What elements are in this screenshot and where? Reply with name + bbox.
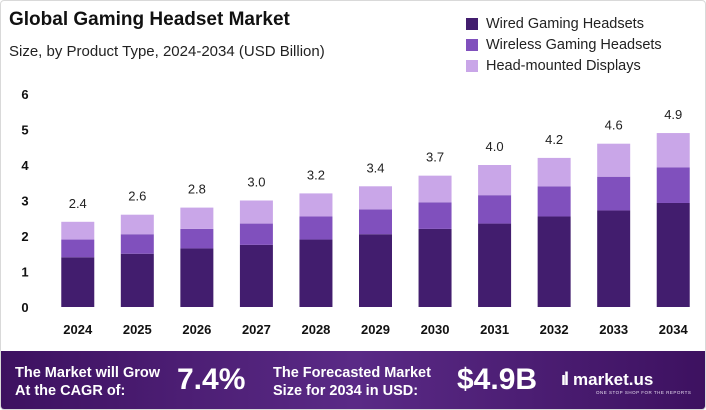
bar-total-label: 2.6	[128, 189, 146, 204]
y-tick-label: 6	[21, 87, 28, 102]
bar-segment-hmd-2028	[299, 193, 333, 217]
bar-segment-hmd-2029	[359, 186, 392, 210]
bar-segment-wireless-2031	[478, 195, 512, 224]
bar-total-label: 4.2	[545, 132, 563, 147]
legend-swatch-wired	[466, 17, 478, 30]
bar-segment-hmd-2033	[597, 143, 631, 177]
cagr-label-line2: At the CAGR of:	[15, 383, 126, 399]
market-us-logo-icon: ıl	[561, 369, 569, 389]
bar-segment-hmd-2032	[537, 157, 571, 187]
forecast-value: $4.9B	[457, 363, 538, 396]
x-tick-label: 2026	[182, 322, 211, 337]
x-tick-label: 2032	[540, 322, 569, 337]
forecast-label: The Forecasted Market Size for 2034 in U…	[273, 364, 431, 400]
bar-total-label: 2.4	[69, 196, 87, 211]
brand-name: market.us	[573, 369, 654, 389]
y-tick-label: 1	[21, 265, 28, 280]
y-tick-label: 5	[21, 123, 28, 138]
legend-swatch-hmd	[466, 59, 478, 72]
forecast-label-line2: Size for 2034 in USD:	[273, 383, 419, 399]
bar-segment-wired-2033	[597, 210, 631, 307]
bar-segment-wired-2027	[239, 244, 273, 307]
bar-segment-wired-2034	[656, 202, 690, 307]
bar-total-label: 3.2	[307, 167, 325, 182]
cagr-value: 7.4%	[177, 363, 246, 396]
x-tick-label: 2027	[242, 322, 271, 337]
legend-item-wireless: Wireless Gaming Headsets	[466, 34, 662, 55]
brand-tagline: ONE STOP SHOP FOR THE REPORTS	[596, 390, 692, 395]
bar-total-label: 3.7	[426, 150, 444, 165]
bar-segment-wired-2032	[537, 216, 571, 307]
bar-total-label: 3.0	[247, 175, 265, 190]
chart-subtitle: Size, by Product Type, 2024-2034 (USD Bi…	[9, 43, 325, 60]
x-tick-label: 2031	[480, 322, 509, 337]
brand-logo: ıl market.us	[561, 369, 653, 390]
bar-segment-hmd-2031	[478, 165, 512, 196]
bar-segment-wireless-2027	[239, 223, 273, 245]
bar-segment-wireless-2030	[418, 202, 452, 229]
legend-label-hmd: Head-mounted Displays	[486, 57, 641, 74]
y-tick-label: 3	[21, 194, 28, 209]
bar-segment-wireless-2024	[61, 239, 95, 258]
stacked-bar-chart: 0 1 2 3 4 5 6 2.4 2024 2.6 2025 2.8 2026 3.0 2027 3.2 20…	[21, 87, 690, 337]
bar-segment-wired-2030	[418, 228, 452, 307]
x-tick-label: 2025	[123, 322, 152, 337]
bar-segment-wired-2029	[359, 234, 392, 307]
x-tick-label: 2034	[659, 322, 689, 337]
bar-segment-wireless-2028	[299, 216, 333, 240]
bar-segment-wireless-2034	[656, 167, 690, 203]
legend-label-wired: Wired Gaming Headsets	[486, 15, 644, 32]
bar-total-label: 4.9	[664, 107, 682, 122]
bar-total-label: 4.0	[486, 139, 504, 154]
bar-total-label: 3.4	[366, 160, 384, 175]
bar-segment-hmd-2034	[656, 133, 690, 168]
bar-segment-hmd-2025	[120, 214, 154, 235]
bar-segment-wired-2026	[180, 248, 214, 307]
y-tick-label: 0	[21, 300, 28, 315]
bar-segment-hmd-2024	[61, 221, 95, 240]
legend-item-hmd: Head-mounted Displays	[466, 55, 662, 76]
chart-legend: Wired Gaming Headsets Wireless Gaming He…	[466, 13, 662, 76]
bar-total-label: 4.6	[605, 118, 623, 133]
legend-item-wired: Wired Gaming Headsets	[466, 13, 662, 34]
cagr-label-line1: The Market will Grow	[15, 365, 161, 381]
legend-swatch-wireless	[466, 38, 478, 51]
chart-title: Global Gaming Headset Market	[9, 9, 290, 30]
bar-segment-hmd-2030	[418, 175, 452, 203]
summary-banner: The Market will Grow At the CAGR of: 7.4…	[1, 351, 705, 409]
y-tick-label: 2	[21, 229, 28, 244]
bar-segment-hmd-2026	[180, 207, 214, 229]
bar-total-label: 2.8	[188, 182, 206, 197]
x-tick-label: 2028	[301, 322, 330, 337]
bar-segment-wired-2024	[61, 257, 95, 307]
bar-segment-wireless-2032	[537, 186, 571, 217]
bar-segment-wireless-2033	[597, 176, 631, 211]
bar-segment-wired-2028	[299, 239, 333, 307]
bar-segment-hmd-2027	[239, 200, 273, 224]
y-tick-label: 4	[21, 158, 29, 173]
x-tick-label: 2029	[361, 322, 390, 337]
cagr-label: The Market will Grow At the CAGR of:	[15, 364, 160, 400]
bar-segment-wireless-2029	[359, 209, 392, 235]
bar-segment-wireless-2025	[120, 234, 154, 254]
bar-segment-wireless-2026	[180, 228, 214, 249]
forecast-label-line1: The Forecasted Market	[273, 365, 431, 381]
bar-segment-wired-2025	[120, 253, 154, 307]
x-tick-label: 2030	[421, 322, 450, 337]
x-tick-label: 2033	[599, 322, 628, 337]
bar-segment-wired-2031	[478, 223, 512, 307]
x-tick-label: 2024	[63, 322, 93, 337]
legend-label-wireless: Wireless Gaming Headsets	[486, 36, 662, 53]
